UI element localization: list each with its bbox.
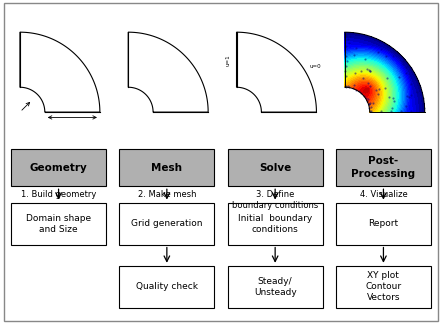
FancyBboxPatch shape	[228, 202, 323, 245]
Text: 1. Build geometry: 1. Build geometry	[21, 190, 96, 199]
Text: XY plot
Contour
Vectors: XY plot Contour Vectors	[366, 271, 401, 302]
FancyBboxPatch shape	[228, 149, 323, 186]
FancyBboxPatch shape	[119, 149, 214, 186]
Text: 4. Visualize: 4. Visualize	[359, 190, 408, 199]
Text: Geometry: Geometry	[30, 163, 88, 173]
Text: Solve: Solve	[259, 163, 291, 173]
FancyBboxPatch shape	[336, 266, 431, 308]
Text: 2. Make mesh: 2. Make mesh	[137, 190, 196, 199]
Text: Grid generation: Grid generation	[131, 219, 202, 228]
Text: Report: Report	[368, 219, 399, 228]
FancyBboxPatch shape	[11, 202, 106, 245]
FancyBboxPatch shape	[336, 202, 431, 245]
FancyBboxPatch shape	[11, 149, 106, 186]
Text: Post-
Processing: Post- Processing	[351, 156, 415, 179]
Text: 3. Define
boundary conditions: 3. Define boundary conditions	[232, 190, 318, 210]
FancyBboxPatch shape	[119, 202, 214, 245]
Text: Domain shape
and Size: Domain shape and Size	[26, 214, 91, 234]
Text: Quality check: Quality check	[136, 282, 198, 291]
Text: Initial  boundary
conditions: Initial boundary conditions	[238, 214, 312, 234]
FancyBboxPatch shape	[228, 266, 323, 308]
FancyBboxPatch shape	[336, 149, 431, 186]
Text: Steady/
Unsteady: Steady/ Unsteady	[254, 277, 297, 297]
FancyBboxPatch shape	[119, 266, 214, 308]
Text: Mesh: Mesh	[151, 163, 183, 173]
